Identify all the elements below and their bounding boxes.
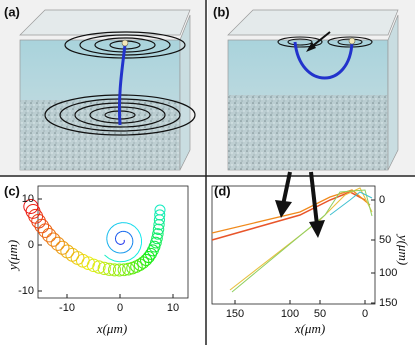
panel-label: (a) [4, 4, 20, 19]
x-tick-label: -10 [59, 302, 75, 314]
y-tick-label: 100 [379, 267, 397, 279]
trajectory-loop [23, 198, 39, 214]
trajectory [117, 242, 120, 245]
trajectory [116, 252, 121, 254]
trajectory-loop [126, 261, 139, 275]
trajectory-loop [55, 240, 70, 255]
trajectory [131, 242, 134, 246]
trajectory-loop [153, 218, 165, 231]
trajectory [113, 250, 117, 253]
trajectory [106, 242, 110, 247]
y-tick-label: 50 [379, 234, 391, 246]
trajectory [137, 229, 141, 235]
trajectory [106, 231, 110, 236]
trajectory-loop [65, 247, 80, 262]
trajectory-loop [60, 244, 75, 259]
panel-d-plot: (d) x(μm) y(μm) 150 100 50 0 0 50 100 150 [211, 171, 411, 336]
trajectory-loop [152, 223, 165, 236]
trajectory-loop [144, 247, 157, 260]
trajectory [129, 256, 135, 261]
trajectory [104, 254, 110, 259]
trajectory-loop [122, 262, 135, 276]
trajectory-loop [107, 263, 122, 277]
trajectory [116, 241, 118, 244]
trajectory [108, 227, 112, 232]
trajectory-loop [42, 228, 57, 243]
x-tick-label: 100 [281, 308, 299, 320]
x-tick-label: 150 [226, 308, 244, 320]
trajectory-loop [31, 213, 46, 229]
x-tick-label: 10 [167, 302, 179, 314]
trajectory [128, 247, 132, 251]
trajectory-loop [102, 262, 117, 276]
y-axis-label: y(μm) [5, 240, 20, 272]
x-axis-label: x(μm) [294, 321, 325, 336]
panel-b-render: (b) [208, 0, 415, 175]
trajectory [130, 244, 133, 248]
x-axis-label: x(μm) [96, 321, 127, 336]
trajectory [110, 248, 114, 252]
trajectory [126, 249, 130, 253]
trajectory-loop [112, 263, 126, 277]
panel-a-render: (a) [0, 0, 205, 175]
panel-label: (b) [213, 4, 230, 19]
trajectory [124, 230, 127, 233]
trajectory-loop [97, 261, 111, 275]
trajectory [122, 242, 125, 244]
trajectory [115, 235, 117, 238]
x-tick-label: 0 [117, 302, 123, 314]
trajectory [116, 232, 119, 235]
trajectory-loop [151, 232, 163, 245]
panel-label: (c) [4, 183, 20, 198]
x-tick-label: 50 [314, 308, 326, 320]
trajectory-loop [38, 223, 53, 238]
trajectory [139, 243, 143, 249]
trajectory [118, 231, 121, 234]
trajectory [134, 226, 139, 231]
trajectory [113, 223, 119, 226]
trajectory [126, 231, 130, 234]
trajectory [124, 259, 131, 262]
panel-c-plot: (c) x(μm) y(μm) -10 0 10 10 0 -10 [4, 183, 189, 336]
panel-label: (d) [214, 183, 231, 198]
trajectory [115, 233, 118, 237]
trajectory [110, 224, 115, 229]
y-tick-label: 150 [379, 297, 397, 309]
trajectory [123, 251, 127, 254]
y-tick-label: 0 [28, 239, 34, 251]
trajectory [122, 243, 124, 245]
trajectory [115, 240, 118, 243]
trajectory [139, 233, 142, 239]
trajectory [108, 258, 115, 262]
trajectory [130, 234, 133, 238]
y-tick-label: 10 [22, 193, 34, 205]
y-tick-label: -10 [18, 285, 34, 297]
trajectory [131, 236, 134, 240]
trajectory-loop [34, 218, 50, 234]
y-axis-label: y(μm) [396, 233, 411, 265]
x-tick-label: 0 [362, 308, 368, 320]
trajectory [117, 222, 123, 224]
trajectory [106, 238, 108, 243]
trajectory [130, 223, 135, 227]
trajectory-loop [152, 228, 164, 240]
trajectory [108, 245, 112, 250]
trajectory [128, 232, 132, 236]
trajectory-loop [50, 236, 65, 251]
trajectory [120, 230, 123, 233]
trajectory-loop [133, 258, 147, 271]
trajectory [137, 248, 141, 254]
y-tick-label: 0 [379, 194, 385, 206]
trajectory-loop [137, 256, 150, 269]
trajectory [113, 260, 120, 263]
trajectory-loop [46, 232, 61, 247]
trajectory [126, 222, 131, 225]
trajectory-loop [117, 263, 131, 277]
trajectory-loop [153, 214, 166, 226]
trajectory-loop [146, 244, 159, 257]
trajectory [134, 252, 139, 258]
